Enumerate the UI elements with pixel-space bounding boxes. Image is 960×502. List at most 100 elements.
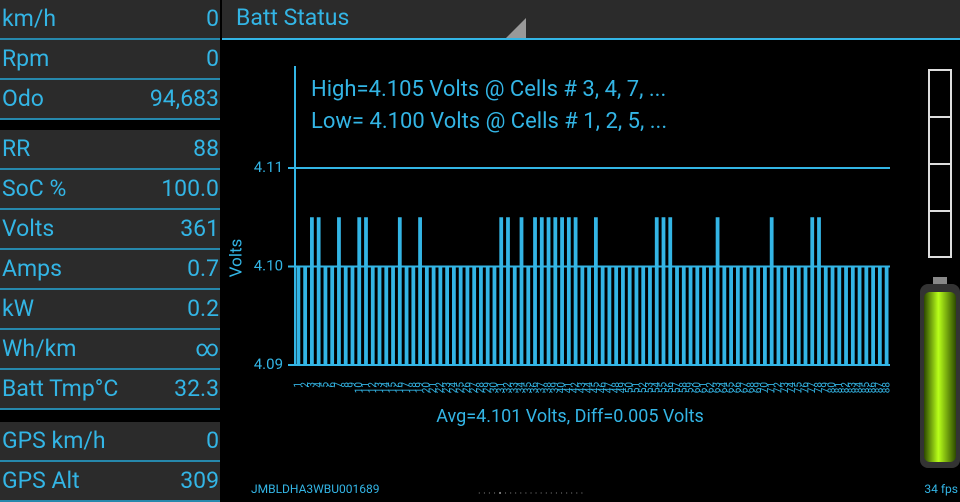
x-tick-label: 53 [645, 382, 656, 393]
row-label: SoC % [2, 175, 66, 202]
sidebar-row [0, 170, 220, 208]
x-tick-label: 74 [787, 382, 798, 394]
bar [533, 217, 537, 365]
row-label: km/h [2, 5, 56, 32]
x-tick-label: 6 [327, 382, 338, 388]
bar [404, 266, 409, 365]
x-tick-label: 58 [678, 382, 689, 394]
x-tick-label: 17 [401, 382, 412, 394]
bar [451, 266, 456, 365]
x-tick-label: 88 [881, 382, 892, 394]
sidebar-row [0, 130, 220, 168]
x-tick-label: 60 [692, 382, 703, 394]
y-tick-label: 4.11 [254, 158, 283, 176]
x-tick-label: 50 [624, 382, 635, 394]
x-tick-label: 48 [611, 382, 622, 394]
bar [418, 217, 422, 365]
bar [337, 217, 341, 365]
bar [830, 266, 835, 365]
bar [499, 217, 504, 365]
x-tick-label: 68 [746, 382, 757, 394]
bar [330, 266, 335, 365]
sidebar-row [0, 290, 220, 328]
row-value: 0 [206, 427, 219, 454]
bar [431, 266, 436, 365]
bar [742, 266, 747, 365]
y-tick-label: 4.10 [254, 256, 283, 274]
x-tick-label: 34 [516, 382, 527, 394]
sidebar-row [0, 422, 220, 460]
bar [769, 217, 774, 365]
x-tick-label: 40 [557, 382, 568, 394]
sidebar-row [0, 462, 220, 500]
vin: JMBLDHA3WBU001689 [251, 482, 380, 496]
annotation: Low= 4.100 Volts @ Cells # 1, 2, 5, ... [311, 109, 667, 134]
bar [479, 266, 483, 365]
x-tick-label: 78 [814, 382, 825, 394]
bar [688, 266, 693, 365]
bar [871, 266, 875, 365]
bar [641, 266, 646, 365]
bar [850, 266, 855, 365]
x-tick-label: 61 [699, 382, 710, 393]
x-tick-label: 8 [340, 382, 351, 388]
x-tick-label: 28 [476, 382, 487, 394]
bar [877, 266, 882, 365]
x-tick-label: 18 [408, 382, 419, 394]
row-label: GPS km/h [2, 427, 106, 454]
x-tick-label: 46 [597, 382, 608, 394]
bar [675, 266, 679, 365]
bar [310, 217, 314, 365]
bar [424, 266, 429, 365]
x-tick-label: 38 [543, 382, 554, 394]
row-value: 94,683 [150, 85, 219, 112]
x-tick-label: 35 [523, 382, 534, 394]
chart-subtitle: Avg=4.101 Volts, Diff=0.005 Volts [436, 406, 704, 427]
row-value: 0 [206, 45, 219, 72]
x-tick-label: 49 [618, 382, 629, 393]
bar [343, 266, 348, 365]
x-tick-label: 13 [374, 382, 385, 393]
row-label: Rpm [2, 45, 49, 72]
sidebar-row [0, 330, 220, 368]
row-label: RR [2, 135, 30, 162]
bar [593, 217, 598, 365]
bar [614, 266, 619, 365]
row-value: ∞ [195, 335, 219, 362]
annotation: High=4.105 Volts @ Cells # 3, 4, 7, ... [311, 77, 666, 102]
x-tick-label: 12 [367, 382, 378, 394]
x-tick-label: 66 [733, 382, 744, 394]
row-value: 100.0 [161, 175, 219, 202]
bar [465, 266, 470, 365]
bar [729, 266, 734, 365]
sidebar-row [0, 370, 220, 408]
bar [702, 266, 706, 365]
x-tick-label: 15 [388, 382, 399, 394]
pager-dots: · · · · • · · · · · · · · · · · · · · · … [478, 489, 583, 500]
x-tick-label: 82 [841, 382, 852, 394]
row-value: 361 [180, 215, 219, 242]
row-value: 0.2 [187, 295, 219, 322]
bar [438, 266, 443, 365]
x-tick-label: 62 [705, 382, 716, 394]
x-tick-label: 85 [861, 382, 872, 394]
x-tick-label: 43 [577, 382, 588, 393]
bar [796, 266, 801, 365]
x-tick-label: 39 [550, 382, 561, 393]
bar [560, 217, 564, 365]
battery-gauge [920, 69, 960, 468]
x-tick-label: 16 [394, 382, 405, 394]
dropdown-corner [506, 18, 526, 38]
bar [472, 266, 477, 365]
x-tick-label: 79 [820, 382, 831, 393]
x-tick-label: 70 [760, 382, 771, 394]
bar [857, 266, 862, 365]
x-tick-label: 14 [381, 382, 392, 394]
row-value: 0.7 [187, 255, 219, 282]
bar [512, 266, 517, 365]
x-tick-label: 4 [313, 382, 324, 388]
bar [323, 266, 328, 365]
bar [817, 217, 821, 365]
row-value: 0 [206, 5, 219, 32]
